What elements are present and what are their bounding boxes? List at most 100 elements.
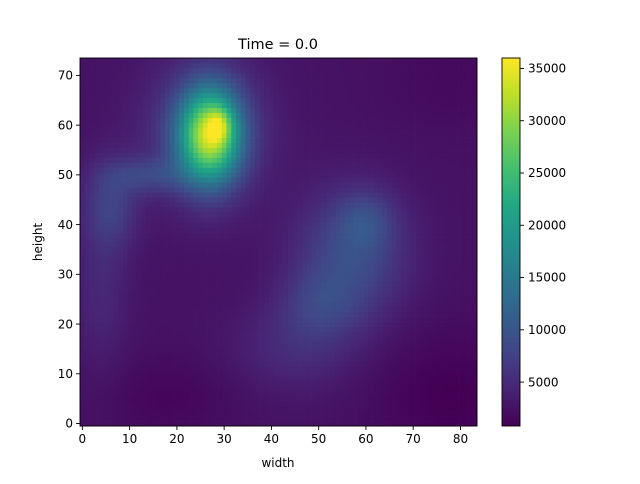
heatmap-cell [94,202,100,208]
heatmap-cell [368,242,374,248]
heatmap-cell [339,177,346,183]
chart-title: Time = 0.0 [237,37,318,53]
heatmap-cell [439,306,445,312]
heatmap-cell [391,132,398,138]
heatmap-cell [321,346,327,352]
heatmap-cell [179,232,185,238]
heatmap-cell [169,306,175,312]
heatmap-cell [363,237,369,243]
heatmap-cell [202,376,208,382]
heatmap-cell [212,276,218,283]
heatmap-cell [259,291,265,298]
heatmap-cell [155,421,161,427]
heatmap-cell [297,137,303,143]
heatmap-cell [198,341,204,347]
heatmap-cell [292,172,298,178]
heatmap-cell [429,371,435,377]
heatmap-cell [231,316,237,322]
heatmap-cell [188,276,194,283]
heatmap-cell [98,162,104,168]
heatmap-cell [339,291,346,298]
heatmap-cell [240,316,246,322]
heatmap-cell [259,361,265,367]
heatmap-cell [183,192,190,198]
heatmap-cell [165,406,171,412]
heatmap-cell [382,291,388,298]
heatmap-cell [311,237,317,243]
heatmap-cell [188,202,194,208]
heatmap-cell [84,246,90,253]
heatmap-cell [174,152,180,158]
heatmap-cell [202,271,208,278]
heatmap-cell [269,306,275,312]
heatmap-cell [226,177,232,183]
heatmap-cell [415,366,421,372]
heatmap-cell [425,167,431,173]
heatmap-cell [117,207,123,213]
heatmap-cell [89,232,95,238]
heatmap-cell [202,281,208,288]
heatmap-cell [377,152,383,158]
heatmap-cell [472,361,478,367]
heatmap-cell [80,251,86,258]
heatmap-cell [188,227,194,233]
heatmap-cell [259,242,265,248]
heatmap-cell [429,406,435,412]
heatmap-cell [415,197,421,203]
heatmap-cell [183,187,190,193]
heatmap-cell [287,212,294,218]
heatmap-cell [425,177,431,183]
heatmap-cell [94,242,100,248]
heatmap-cell [108,152,114,158]
heatmap-cell [287,142,294,148]
heatmap-cell [354,316,360,322]
heatmap-cell [235,381,242,387]
heatmap-cell [335,341,341,347]
heatmap-cell [136,237,142,243]
heatmap-cell [131,217,138,223]
heatmap-cell [89,281,95,288]
heatmap-cell [377,147,383,153]
heatmap-cell [368,391,374,397]
heatmap-cell [174,301,180,307]
heatmap-cell [387,411,393,417]
heatmap-cell [250,306,256,312]
heatmap-cell [193,222,199,228]
heatmap-cell [259,386,265,392]
heatmap-cell [259,421,265,427]
heatmap-cell [146,371,152,377]
heatmap-cell [89,266,95,273]
heatmap-cell [202,316,208,322]
heatmap-cell [273,256,279,263]
heatmap-cell [165,251,171,258]
heatmap-cell [316,316,322,322]
heatmap-cell [131,142,138,148]
heatmap-cell [141,197,147,203]
heatmap-cell [217,237,223,243]
heatmap-cell [368,212,374,218]
heatmap-cell [387,371,393,377]
heatmap-cell [146,127,152,133]
heatmap-cell [193,137,199,143]
heatmap-cell [306,147,312,153]
heatmap-cell [401,406,407,412]
heatmap-cell [401,246,407,253]
heatmap-cell [472,286,478,293]
heatmap-cell [226,311,232,317]
heatmap-cell [415,261,421,268]
heatmap-cell [117,306,123,312]
heatmap-cell [240,192,246,198]
heatmap-cell [458,192,464,198]
heatmap-cell [131,246,138,253]
heatmap-cell [373,391,379,397]
heatmap-cell [122,306,128,312]
heatmap-cell [382,157,388,163]
heatmap-cell [401,271,407,278]
heatmap-cell [108,237,114,243]
heatmap-cell [240,346,246,352]
heatmap-cell [235,197,242,203]
heatmap-cell [84,182,90,188]
heatmap-cell [363,242,369,248]
heatmap-cell [302,177,308,183]
heatmap-cell [131,396,138,402]
